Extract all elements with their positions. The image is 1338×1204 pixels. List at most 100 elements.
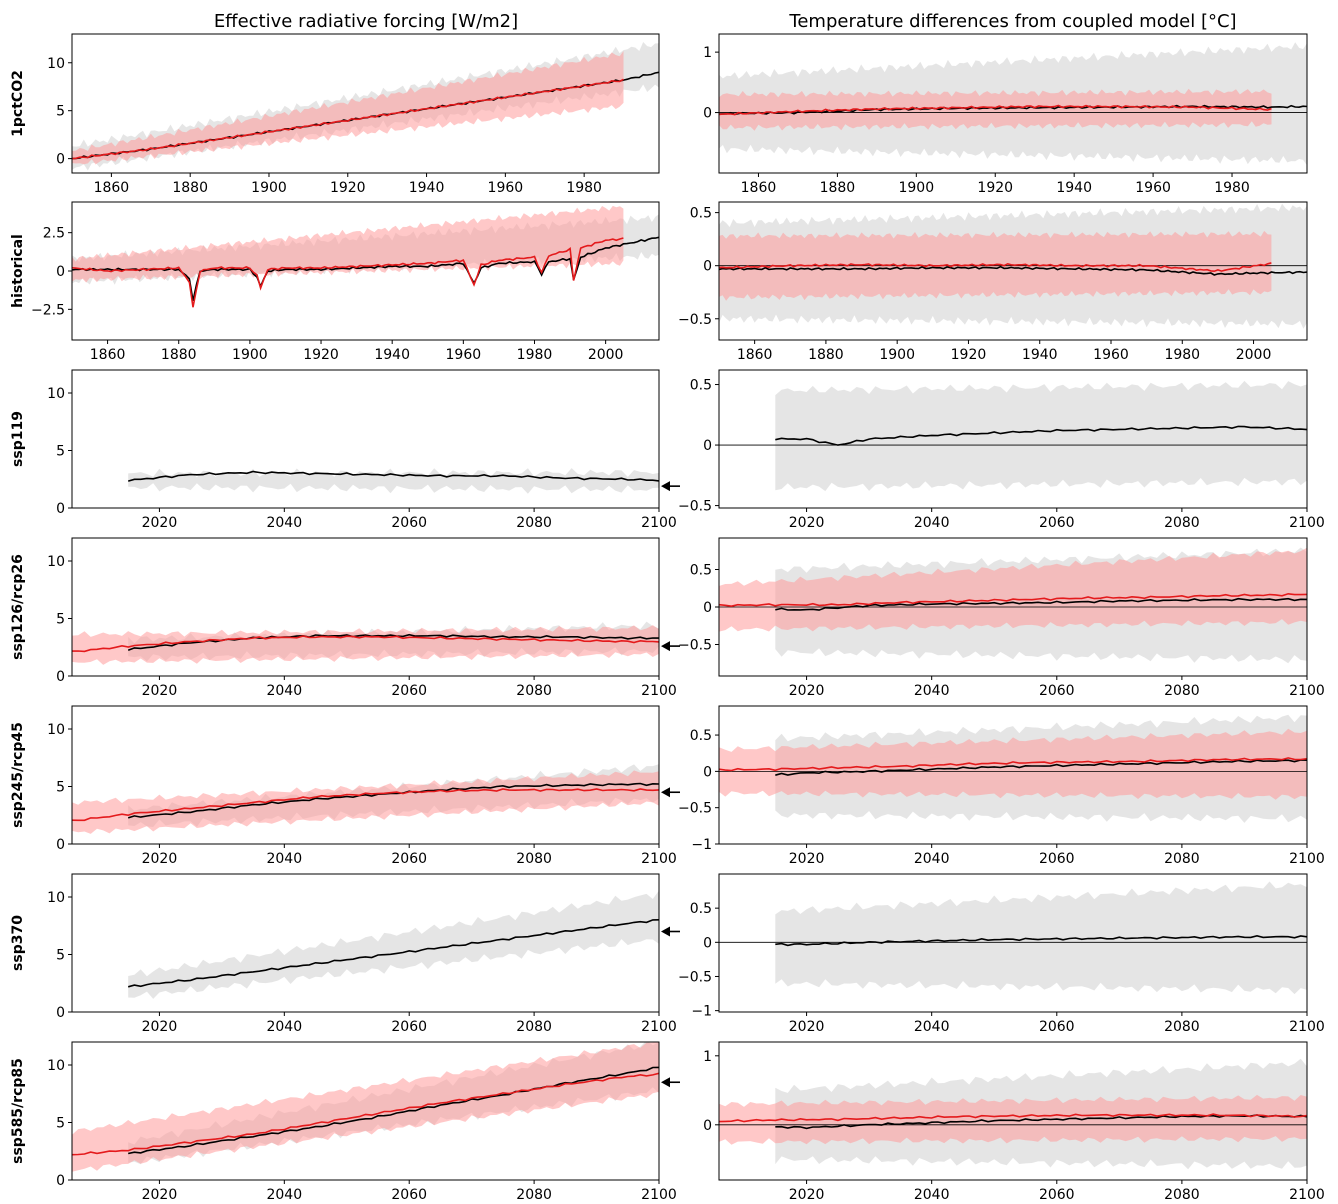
x-tick-label: 1880	[808, 347, 844, 363]
panel-historical-forcing: 1860 1880 1900 1920 1940 1960 1980 2000 −2.5 0 2.5…	[10, 201, 660, 363]
row-label: 1pctCO2	[10, 70, 26, 137]
series-line	[775, 1114, 1307, 1130]
x-tick-label: 2020	[789, 851, 825, 867]
y-tick-label: 2.5	[43, 226, 65, 242]
panel-ssp119-temperature: 2020 2040 2060 2080 2100 −0.5 0 0.5	[678, 369, 1325, 531]
x-tick-label: 2040	[266, 1019, 302, 1035]
y-tick-label: 0	[703, 764, 712, 780]
plot-area	[719, 881, 1307, 995]
panel-historical-temperature: 1860 1880 1900 1920 1940 1960 1980 2000 −0.5 0 0.5	[678, 201, 1308, 363]
x-tick-label: 2100	[641, 1187, 677, 1203]
x-tick-label: 1960	[1135, 180, 1171, 196]
x-tick-label: 1940	[374, 347, 410, 363]
x-tick-label: 1860	[737, 347, 773, 363]
uncertainty-band	[128, 468, 659, 494]
x-tick-label: 2080	[1164, 1187, 1200, 1203]
x-tick-label: 2060	[391, 683, 427, 699]
y-tick-label: 0	[56, 501, 65, 517]
reference-arrow-icon	[661, 641, 670, 652]
y-tick-label: 0	[703, 438, 712, 454]
x-tick-label: 1940	[1056, 180, 1092, 196]
x-tick-label: 1900	[232, 347, 268, 363]
x-tick-label: 1900	[251, 180, 287, 196]
row-label: ssp126/rcp26	[10, 554, 26, 660]
plot-area	[72, 764, 659, 834]
x-tick-label: 2020	[142, 1187, 178, 1203]
y-tick-label: 0.5	[690, 563, 712, 579]
x-tick-label: 2100	[641, 1019, 677, 1035]
x-tick-label: 2080	[1164, 683, 1200, 699]
uncertainty-band	[72, 770, 659, 834]
plot-area	[127, 468, 659, 494]
x-tick-label: 2000	[1236, 347, 1272, 363]
panel-ssp245-rcp45-temperature: 2020 2040 2060 2080 2100 −1 −0.5 0 0.5	[678, 705, 1325, 867]
x-tick-label: 2060	[1039, 851, 1075, 867]
axes-frame	[71, 537, 660, 677]
x-tick-label: 2080	[516, 683, 552, 699]
plot-area	[127, 890, 659, 999]
panel-ssp126-rcp26-temperature: 2020 2040 2060 2080 2100 −0.5 0 0.5	[678, 537, 1325, 699]
y-tick-label: 5	[56, 104, 65, 120]
x-tick-label: 1880	[172, 180, 208, 196]
series-line	[775, 759, 1307, 776]
series-line	[72, 1072, 659, 1156]
x-tick-label: 2080	[516, 1019, 552, 1035]
y-tick-label: 0.5	[690, 901, 712, 917]
x-tick-label: 2080	[516, 515, 552, 531]
x-tick-label: 2040	[914, 851, 950, 867]
x-tick-label: 2100	[641, 851, 677, 867]
series-line	[719, 1113, 1307, 1123]
plot-area	[72, 1042, 659, 1172]
series-line	[719, 757, 1307, 772]
y-tick-label: −1	[691, 837, 712, 853]
axes-frame	[718, 705, 1308, 845]
reference-arrow-icon	[661, 1077, 670, 1088]
y-tick-label: 10	[47, 386, 65, 402]
y-tick-label: 10	[47, 1058, 65, 1074]
x-tick-label: 2020	[789, 1019, 825, 1035]
panel-ssp119-forcing: 2020 2040 2060 2080 2100 0 5 10 ssp119	[10, 369, 680, 531]
reference-arrow-icon	[661, 926, 670, 937]
x-tick-label: 1920	[330, 180, 366, 196]
row-label: ssp119	[10, 411, 26, 467]
x-tick-label: 2060	[391, 1019, 427, 1035]
x-tick-label: 2100	[1289, 1187, 1325, 1203]
x-tick-label: 1860	[94, 180, 130, 196]
x-tick-label: 2020	[789, 515, 825, 531]
row-label: historical	[10, 234, 26, 308]
uncertainty-band	[72, 625, 659, 665]
y-tick-label: −0.5	[678, 499, 712, 515]
series-line	[72, 788, 659, 822]
series-line	[719, 104, 1272, 116]
plot-area	[719, 42, 1307, 166]
y-tick-label: −0.5	[678, 312, 712, 328]
panel-1pctCO2-forcing: 1860 1880 1900 1920 1940 1960 1980 0 5 10 1pctCO2	[10, 33, 660, 196]
x-tick-label: 1900	[879, 347, 915, 363]
x-tick-label: 2020	[142, 851, 178, 867]
y-tick-label: 10	[47, 56, 65, 72]
x-tick-label: 2020	[789, 683, 825, 699]
y-tick-label: 0.5	[690, 378, 712, 394]
x-tick-label: 1940	[409, 180, 445, 196]
plot-area	[72, 621, 659, 665]
y-tick-label: 0	[56, 152, 65, 168]
uncertainty-band	[719, 547, 1307, 632]
panel-ssp126-rcp26-forcing: 2020 2040 2060 2080 2100 0 5 10 ssp126/rcp26	[10, 537, 680, 699]
axes-frame	[718, 33, 1308, 174]
x-tick-label: 2040	[914, 683, 950, 699]
panel-ssp585-rcp85-temperature: 2020 2040 2060 2080 2100 0 1	[703, 1041, 1325, 1203]
series-line	[127, 633, 659, 651]
x-tick-label: 2100	[641, 683, 677, 699]
right-column-title: Temperature differences from coupled mod…	[788, 11, 1236, 32]
plot-area	[719, 547, 1307, 664]
panel-1pctCO2-temperature: 1860 1880 1900 1920 1940 1960 1980 0 1	[703, 33, 1308, 196]
reference-arrow-icon	[661, 481, 670, 492]
x-tick-label: 2060	[1039, 515, 1075, 531]
uncertainty-band	[775, 380, 1307, 492]
x-tick-label: 2040	[914, 1187, 950, 1203]
x-tick-label: 1940	[1022, 347, 1058, 363]
plot-area	[72, 42, 659, 171]
y-tick-label: 0	[56, 1173, 65, 1189]
x-tick-label: 2100	[641, 515, 677, 531]
series-line	[775, 934, 1307, 947]
